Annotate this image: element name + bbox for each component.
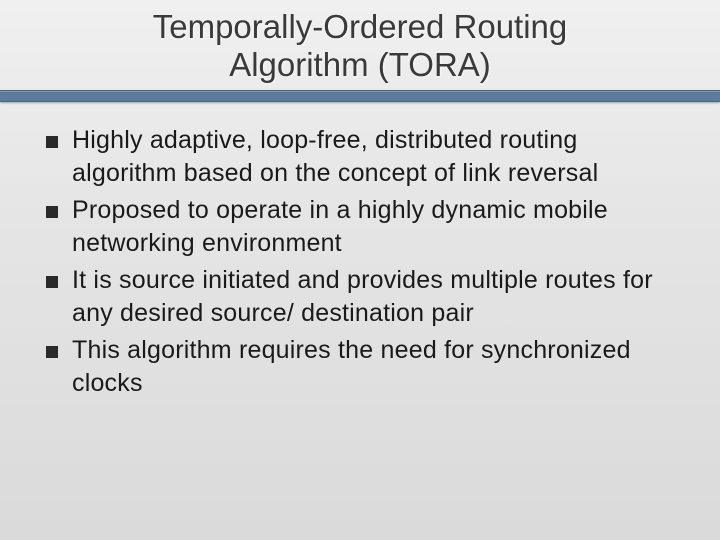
bullet-text: Highly adaptive, loop-free, distributed …: [72, 124, 684, 190]
title-line-1: Temporally-Ordered Routing: [153, 8, 568, 45]
list-item: Highly adaptive, loop-free, distributed …: [46, 124, 684, 190]
bullet-square-icon: [46, 276, 58, 288]
bullet-text: This algorithm requires the need for syn…: [72, 334, 684, 400]
bullet-text: It is source initiated and provides mult…: [72, 264, 684, 330]
content-region: Highly adaptive, loop-free, distributed …: [0, 102, 720, 400]
bullet-square-icon: [46, 206, 58, 218]
bullet-square-icon: [46, 136, 58, 148]
title-underline-bar: [0, 90, 720, 102]
bullet-list: Highly adaptive, loop-free, distributed …: [46, 124, 684, 400]
list-item: It is source initiated and provides mult…: [46, 264, 684, 330]
list-item: Proposed to operate in a highly dynamic …: [46, 194, 684, 260]
title-line-2: Algorithm (TORA): [229, 46, 491, 83]
list-item: This algorithm requires the need for syn…: [46, 334, 684, 400]
title-region: Temporally-Ordered Routing Algorithm (TO…: [0, 0, 720, 102]
slide-container: Temporally-Ordered Routing Algorithm (TO…: [0, 0, 720, 540]
bullet-text: Proposed to operate in a highly dynamic …: [72, 194, 684, 260]
slide-title: Temporally-Ordered Routing Algorithm (TO…: [0, 8, 720, 84]
bullet-square-icon: [46, 346, 58, 358]
